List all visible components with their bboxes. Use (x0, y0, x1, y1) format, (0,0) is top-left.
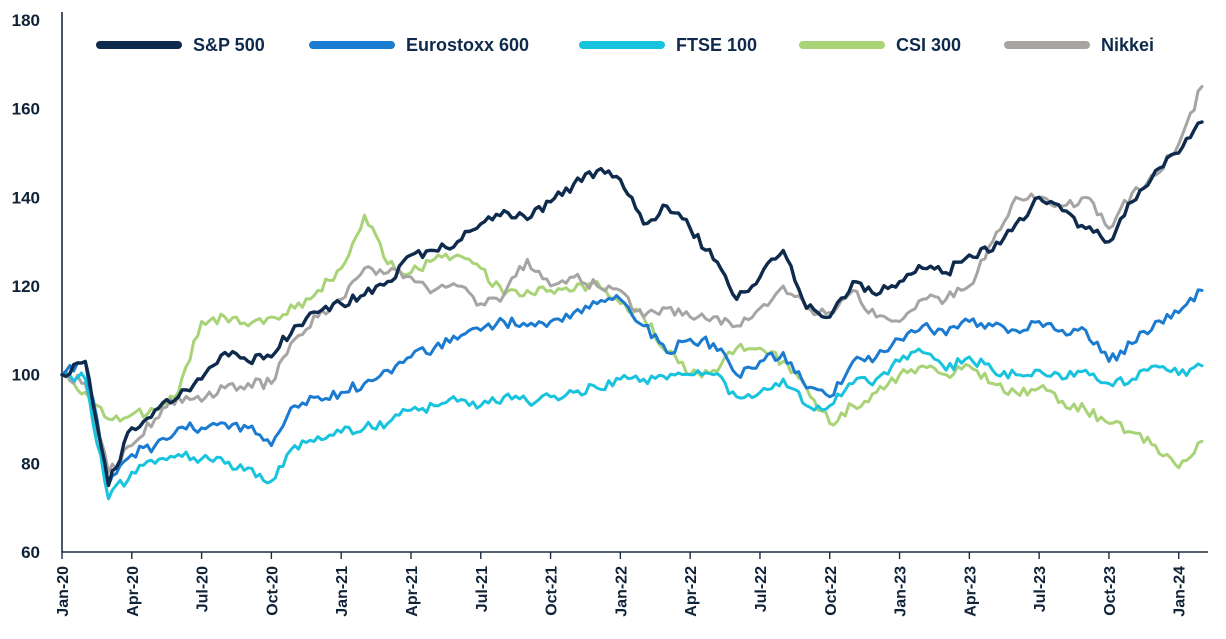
svg-text:Jan-22: Jan-22 (613, 566, 630, 617)
svg-text:Jul-21: Jul-21 (474, 566, 491, 612)
series-line-eurostoxx-600 (60, 288, 1204, 487)
svg-text:180: 180 (12, 11, 40, 30)
y-axis-labels: 60 80 100 120 140 160 180 (12, 11, 40, 562)
svg-text:Apr-22: Apr-22 (683, 566, 700, 617)
legend-label: S&P 500 (193, 35, 265, 55)
svg-text:120: 120 (12, 277, 40, 296)
svg-text:Oct-23: Oct-23 (1102, 566, 1119, 616)
legend-label: CSI 300 (896, 35, 961, 55)
axes (61, 12, 1208, 553)
svg-text:60: 60 (21, 543, 40, 562)
svg-text:Oct-21: Oct-21 (544, 566, 561, 616)
legend-label: Nikkei (1101, 35, 1154, 55)
svg-text:80: 80 (21, 454, 40, 473)
svg-text:Jul-20: Jul-20 (195, 566, 212, 612)
series-line-csi-300 (60, 213, 1204, 470)
legend: S&P 500 Eurostoxx 600 FTSE 100 CSI 300 Nikke… (96, 35, 1154, 55)
svg-text:Jan-20: Jan-20 (55, 566, 72, 617)
legend-label: FTSE 100 (676, 35, 757, 55)
svg-text:Apr-20: Apr-20 (125, 566, 142, 617)
legend-item-ftse-100: FTSE 100 (579, 35, 757, 55)
svg-text:Oct-20: Oct-20 (264, 566, 281, 616)
svg-text:140: 140 (12, 188, 40, 207)
svg-text:Jan-23: Jan-23 (893, 566, 910, 617)
svg-text:Jul-22: Jul-22 (753, 566, 770, 612)
legend-item-eurostoxx-600: Eurostoxx 600 (309, 35, 529, 55)
legend-item-csi-300: CSI 300 (799, 35, 961, 55)
legend-item-nikkei: Nikkei (1004, 35, 1154, 55)
series-line-ftse-100 (60, 347, 1204, 501)
svg-text:Jan-21: Jan-21 (334, 566, 351, 617)
svg-text:Oct-22: Oct-22 (823, 566, 840, 616)
svg-text:160: 160 (12, 100, 40, 119)
svg-text:100: 100 (12, 366, 40, 385)
svg-text:Jul-23: Jul-23 (1032, 566, 1049, 612)
svg-text:Jan-24: Jan-24 (1172, 566, 1189, 617)
svg-text:Apr-21: Apr-21 (404, 566, 421, 617)
series-line-s-p-500 (60, 120, 1204, 488)
legend-item-s-p-500: S&P 500 (96, 35, 265, 55)
x-axis-labels: Jan-20 Apr-20 Jul-20 Oct-20 Jan-21 Apr-21 Jul-… (55, 552, 1189, 617)
legend-label: Eurostoxx 600 (406, 35, 529, 55)
series-line-nikkei (60, 85, 1204, 474)
svg-text:Apr-23: Apr-23 (962, 566, 979, 617)
